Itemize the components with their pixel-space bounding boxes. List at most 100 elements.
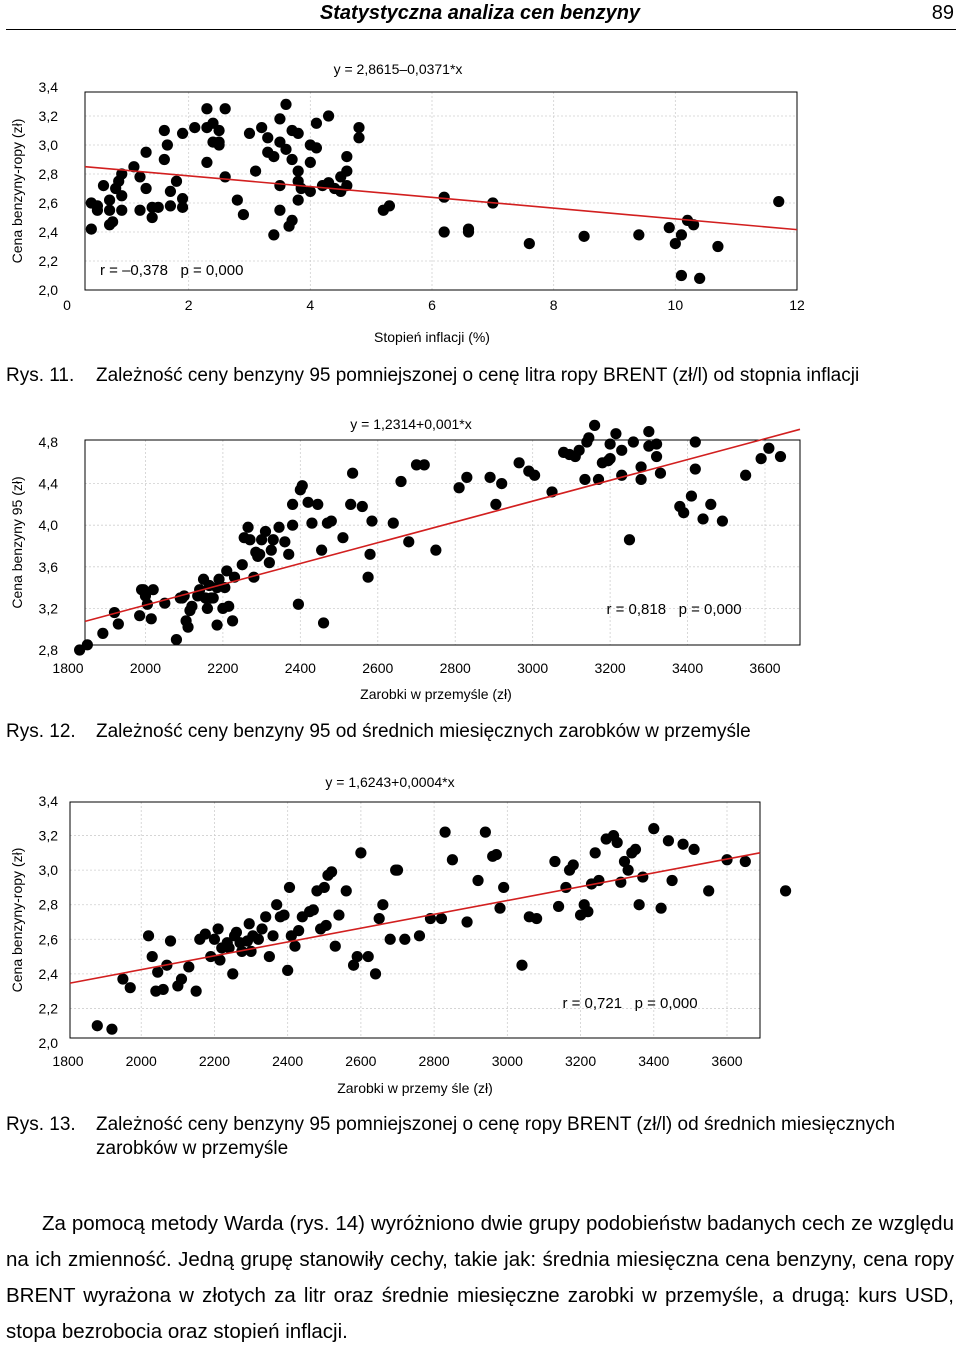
data-point [650, 438, 663, 450]
x-tick-label: 2400 [272, 1053, 303, 1069]
data-point [213, 124, 225, 137]
data-point [221, 565, 233, 577]
data-point [274, 180, 286, 192]
regression-line [69, 852, 761, 984]
plot-frame [84, 91, 798, 291]
data-point [654, 467, 667, 479]
plot-frame [84, 439, 801, 646]
data-point [256, 534, 268, 546]
chart-wages-oil-scatter: 1800 2000 2200 2400 2600 2800 3000 3200 3400 3600… [9, 774, 792, 1096]
x-tick-label: 3200 [565, 1053, 596, 1069]
data-point [134, 610, 146, 622]
x-tick-label: 3000 [492, 1053, 523, 1069]
data-point [175, 973, 188, 985]
data-point [755, 453, 767, 465]
data-point [663, 222, 675, 234]
data-point [716, 515, 729, 527]
correlation-stats: r = 0,818 p = 0,000 [606, 601, 741, 618]
data-point [213, 573, 225, 585]
caption-text: Zależność ceny benzyny 95 od średnich mi… [96, 721, 751, 742]
data-point [283, 548, 295, 560]
caption-number: Rys. 12. [6, 721, 76, 742]
y-tick-label: 3,0 [39, 137, 59, 153]
data-point [446, 854, 459, 866]
data-point [146, 211, 158, 224]
x-tick-label: 2400 [285, 660, 316, 676]
data-point [219, 103, 231, 115]
data-point [362, 571, 374, 583]
data-point [271, 899, 283, 911]
data-point [666, 874, 678, 887]
data-points [91, 823, 792, 1035]
data-point [112, 618, 124, 630]
data-point [341, 180, 353, 192]
data-point [212, 923, 224, 935]
data-point [516, 959, 528, 971]
data-point [286, 519, 299, 531]
data-point [164, 935, 177, 947]
x-tick-label: 1800 [52, 1053, 83, 1069]
data-point [170, 634, 183, 646]
paragraph-text: Za pomocą metody Warda (rys. 14) wyróżni… [6, 1212, 954, 1343]
x-tick-label: 2000 [130, 660, 161, 676]
data-point [340, 885, 352, 897]
x-tick-label: 1800 [52, 660, 83, 676]
data-point [201, 156, 213, 168]
data-point [117, 973, 129, 985]
data-point [161, 139, 173, 151]
data-point [268, 229, 280, 241]
data-point [623, 534, 636, 546]
caption-text: Zależność ceny benzyny 95 pomniejszonej … [96, 365, 860, 386]
data-point [279, 536, 291, 548]
data-point [552, 900, 565, 913]
data-point [337, 532, 349, 544]
x-tick-label: 3200 [595, 660, 626, 676]
data-point [322, 110, 335, 122]
data-point [351, 950, 363, 963]
data-point [259, 525, 272, 538]
data-point [689, 463, 701, 475]
data-point [678, 507, 690, 519]
data-point [304, 185, 316, 197]
data-point [353, 122, 365, 134]
data-point [147, 584, 159, 596]
data-point [479, 826, 491, 838]
correlation-stats: r = 0,721 p = 0,000 [562, 995, 697, 1012]
data-point [356, 500, 368, 513]
data-point [635, 461, 647, 473]
regression-equation: y = 2,8615–0,0371*x [334, 61, 463, 77]
data-point [106, 1023, 118, 1035]
y-tick-label: 2,6 [39, 931, 59, 947]
running-header-title: Statystyczna analiza cen benzyny [319, 2, 641, 24]
data-point [579, 473, 591, 486]
data-point [207, 592, 219, 604]
x-tick-label: 2600 [345, 1053, 376, 1069]
y-tick-label: 3,4 [39, 79, 59, 95]
data-point [439, 826, 451, 838]
data-point [265, 544, 277, 556]
data-point [214, 954, 226, 966]
data-point [418, 459, 430, 471]
data-point [208, 933, 221, 945]
data-point [347, 959, 360, 971]
data-point [774, 450, 787, 463]
data-point [703, 885, 715, 897]
data-point [484, 471, 496, 483]
data-point [383, 200, 396, 212]
data-point [650, 450, 663, 463]
data-point [145, 613, 157, 625]
data-point [158, 153, 170, 166]
x-tick-label: 2800 [440, 660, 471, 676]
data-point [494, 902, 506, 914]
x-tick-label: 2600 [362, 660, 393, 676]
data-point [567, 859, 579, 871]
data-point [252, 933, 264, 945]
data-point [430, 544, 442, 556]
data-point [256, 923, 268, 935]
y-tick-label: 3,6 [39, 559, 59, 575]
data-point [413, 930, 426, 942]
data-point [103, 204, 116, 216]
data-point [91, 1020, 103, 1032]
data-point [739, 855, 751, 868]
figure-caption-12: Rys. 12. Zależność ceny benzyny 95 od śre… [6, 720, 751, 744]
